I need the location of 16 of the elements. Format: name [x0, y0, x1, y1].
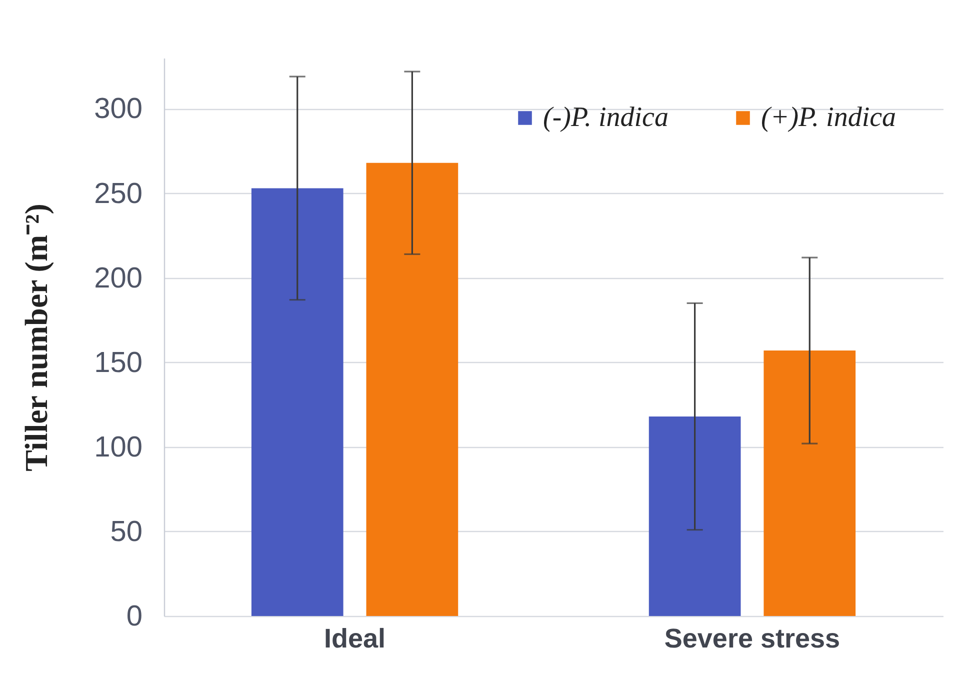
legend-label: (-)P. indica — [543, 102, 668, 133]
y-tick-label: 150 — [94, 346, 142, 379]
y-tick-label: 100 — [94, 431, 142, 464]
bar — [764, 350, 856, 616]
y-tick-label: 0 — [126, 600, 142, 632]
legend-label: (+)P. indica — [761, 102, 896, 133]
bar — [366, 162, 458, 616]
x-tick-label: Severe stress — [664, 624, 840, 654]
x-tick-label: Ideal — [324, 624, 386, 654]
y-tick-label: 250 — [94, 178, 142, 210]
y-axis-title: Tiller number (m⁻²) — [18, 204, 54, 472]
y-tick-label: 300 — [94, 93, 142, 126]
y-tick-label: 200 — [94, 262, 142, 294]
bar — [251, 188, 344, 616]
y-tick-label: 50 — [110, 516, 142, 548]
bar — [648, 416, 741, 616]
